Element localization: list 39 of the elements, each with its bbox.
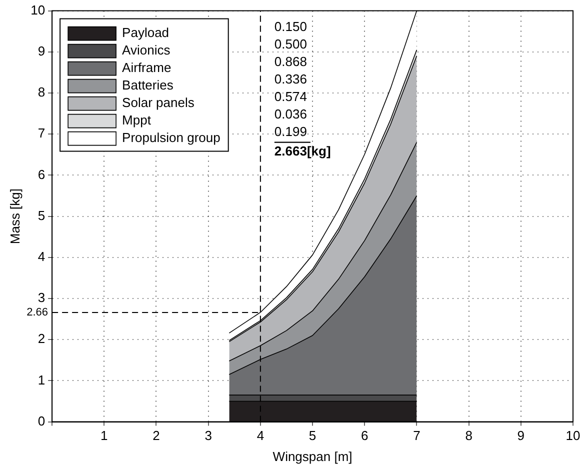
annotation: 2.663[kg] — [274, 143, 331, 158]
legend-label: Batteries — [122, 78, 174, 93]
y-tick-label: 0 — [38, 413, 46, 428]
x-tick-label: 7 — [413, 428, 420, 444]
annotation: 0.500 — [274, 36, 307, 52]
y-tick-label: 6 — [38, 166, 46, 182]
y-tick-label: 8 — [38, 84, 46, 100]
y-tick-label: 4 — [38, 248, 46, 264]
annotation: 0.036 — [274, 106, 307, 122]
x-tick-label: 8 — [465, 428, 472, 444]
x-axis-title: Wingspan [m] — [272, 448, 352, 464]
annotation: 0.574 — [274, 88, 307, 104]
y-tick-label: 1 — [38, 372, 46, 388]
legend-label: Airframe — [122, 60, 172, 76]
legend-label: Propulsion group — [122, 130, 220, 146]
x-tick-label: 3 — [204, 428, 212, 444]
legend-label: Avionics — [122, 42, 171, 58]
x-tick-label: 6 — [361, 428, 368, 444]
legend-label: Mppt — [122, 112, 152, 128]
y-tick-label: 7 — [38, 126, 46, 141]
annotation: 0.868 — [274, 54, 307, 69]
annotation: 0.199 — [274, 124, 307, 139]
y-tick-label: 10 — [30, 2, 46, 18]
x-tick-label: 5 — [308, 428, 316, 444]
annotation: 0.336 — [274, 71, 307, 86]
y-tick-label: 3 — [38, 290, 46, 306]
x-tick-label: 10 — [566, 428, 580, 444]
y-tick-label: 2 — [38, 331, 46, 346]
ref-line-label: 2.66 — [26, 306, 48, 319]
annotation: 0.150 — [274, 18, 307, 34]
y-tick-label: 5 — [38, 208, 46, 223]
legend-label: Payload — [122, 25, 170, 40]
y-tick-label: 9 — [38, 43, 46, 58]
legend-label: Solar panels — [122, 95, 195, 110]
x-tick-label: 9 — [517, 428, 525, 444]
x-tick-label: 1 — [100, 428, 108, 444]
y-axis-title: Mass [kg] — [7, 188, 22, 244]
x-tick-label: 2 — [152, 428, 160, 444]
x-tick-label: 4 — [256, 428, 264, 444]
